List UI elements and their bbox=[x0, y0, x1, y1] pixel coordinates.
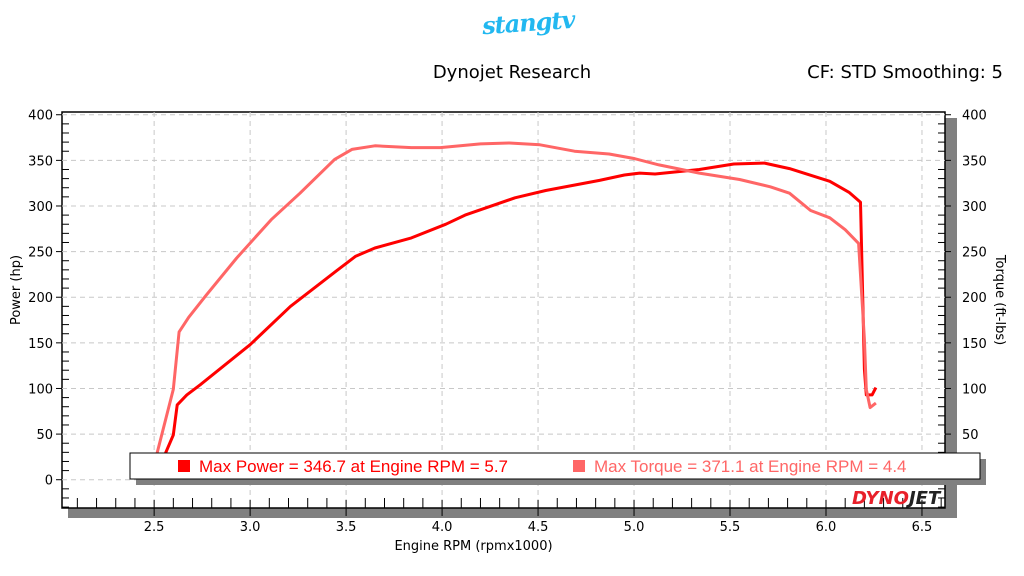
y-tick-label: 100 bbox=[28, 382, 53, 397]
y2-tick-label: 50 bbox=[962, 428, 979, 443]
correction-factor-label: CF: STD Smoothing: 5 bbox=[807, 62, 1003, 83]
dynojet-logo-jet: JET bbox=[906, 488, 942, 509]
chart-title: Dynojet Research bbox=[432, 62, 592, 83]
y-tick-label: 400 bbox=[28, 109, 53, 124]
dynojet-logo: DYNOJET bbox=[852, 488, 942, 509]
y-tick-label: 200 bbox=[28, 291, 53, 306]
y2-axis-label: Torque (ft-lbs) bbox=[992, 254, 1007, 345]
y2-tick-label: 150 bbox=[962, 337, 987, 352]
y-tick-label: 150 bbox=[28, 337, 53, 352]
x-axis-label: Engine RPM (rpmx1000) bbox=[394, 539, 552, 554]
x-tick-label: 2.5 bbox=[144, 520, 165, 535]
x-tick-label: 6.5 bbox=[912, 520, 933, 535]
y-tick-label: 300 bbox=[28, 200, 53, 215]
x-tick-label: 3.5 bbox=[336, 520, 357, 535]
y-tick-label: 250 bbox=[28, 246, 53, 261]
series-line-torque bbox=[148, 141, 877, 481]
x-tick-label: 4.0 bbox=[432, 520, 453, 535]
x-tick-label: 5.0 bbox=[624, 520, 645, 535]
y2-tick-label: 350 bbox=[962, 154, 987, 169]
legend-swatch bbox=[573, 460, 585, 472]
legend-entry: Max Torque = 371.1 at Engine RPM = 4.4 bbox=[594, 457, 907, 476]
y-tick-label: 50 bbox=[36, 428, 53, 443]
y2-tick-label: 100 bbox=[962, 382, 987, 397]
y-tick-label: 350 bbox=[28, 154, 53, 169]
x-tick-label: 4.5 bbox=[528, 520, 549, 535]
x-tick-label: 5.5 bbox=[720, 520, 741, 535]
plot-area bbox=[61, 111, 946, 509]
y-tick-label: 0 bbox=[45, 474, 53, 489]
series-line-power bbox=[152, 161, 878, 481]
y2-tick-label: 300 bbox=[962, 200, 987, 215]
y-axis-label: Power (hp) bbox=[9, 255, 24, 325]
x-tick-label: 6.0 bbox=[816, 520, 837, 535]
dynojet-logo-dyno: DYNO bbox=[852, 488, 909, 509]
y2-tick-label: 200 bbox=[962, 291, 987, 306]
legend-box bbox=[129, 452, 981, 480]
x-tick-label: 3.0 bbox=[240, 520, 261, 535]
y2-tick-label: 250 bbox=[962, 246, 987, 261]
legend-swatch bbox=[178, 460, 190, 472]
y2-tick-label: 400 bbox=[962, 109, 987, 124]
legend-entry: Max Power = 346.7 at Engine RPM = 5.7 bbox=[199, 457, 508, 476]
